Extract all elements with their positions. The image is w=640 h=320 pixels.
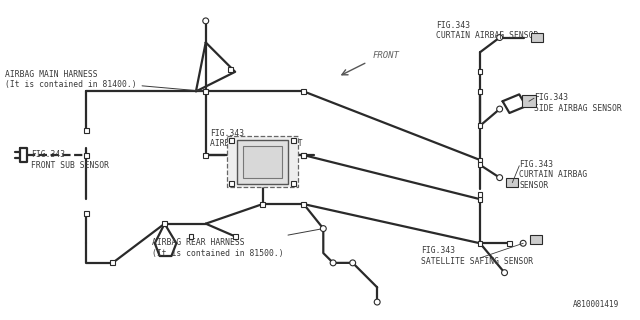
Bar bbox=[531, 33, 543, 42]
Bar bbox=[522, 95, 536, 107]
Bar bbox=[162, 221, 167, 226]
Text: FRONT: FRONT bbox=[372, 51, 399, 60]
Bar bbox=[204, 153, 208, 157]
Bar bbox=[477, 69, 483, 74]
Bar bbox=[243, 146, 282, 178]
Bar bbox=[291, 181, 296, 186]
Bar bbox=[507, 241, 512, 246]
Circle shape bbox=[497, 35, 502, 40]
Circle shape bbox=[321, 226, 326, 231]
Bar bbox=[228, 68, 233, 72]
Text: A810001419: A810001419 bbox=[573, 300, 619, 309]
Bar bbox=[228, 181, 234, 186]
Bar bbox=[189, 234, 193, 239]
Text: AIRBAG REAR HARNESS
(It is contained in 81500.): AIRBAG REAR HARNESS (It is contained in … bbox=[152, 229, 321, 258]
Bar bbox=[477, 197, 483, 202]
Text: FIG.343
AIRBAG CONTROL UNIT: FIG.343 AIRBAG CONTROL UNIT bbox=[210, 129, 302, 148]
Bar bbox=[228, 138, 234, 143]
Circle shape bbox=[349, 260, 356, 266]
Bar bbox=[477, 123, 483, 128]
Bar bbox=[260, 202, 265, 206]
Bar bbox=[110, 260, 115, 265]
Circle shape bbox=[497, 106, 502, 112]
Circle shape bbox=[502, 270, 508, 276]
Bar bbox=[84, 153, 89, 157]
Text: FIG.343
SATELLITE SAFING SENSOR: FIG.343 SATELLITE SAFING SENSOR bbox=[421, 246, 533, 266]
Circle shape bbox=[374, 299, 380, 305]
Text: FIG.343
CURTAIN AIRBAG
SENSOR: FIG.343 CURTAIN AIRBAG SENSOR bbox=[519, 160, 588, 190]
Text: FIG.343
FRONT SUB SENSOR: FIG.343 FRONT SUB SENSOR bbox=[31, 150, 109, 170]
Bar bbox=[237, 140, 288, 183]
Bar bbox=[301, 153, 306, 157]
Circle shape bbox=[520, 240, 526, 246]
Circle shape bbox=[497, 175, 502, 180]
Bar bbox=[477, 157, 483, 163]
Bar bbox=[291, 138, 296, 143]
Bar bbox=[477, 241, 483, 246]
Bar bbox=[506, 178, 518, 187]
Bar bbox=[84, 128, 89, 133]
Bar bbox=[227, 137, 298, 188]
Text: FIG.343
SIDE AIRBAG SENSOR: FIG.343 SIDE AIRBAG SENSOR bbox=[534, 93, 621, 113]
Bar bbox=[84, 212, 89, 216]
Text: FIG.343
CURTAIN AIRBAG SENSOR: FIG.343 CURTAIN AIRBAG SENSOR bbox=[436, 21, 538, 40]
Bar bbox=[301, 202, 306, 206]
Bar bbox=[301, 89, 306, 94]
Bar bbox=[477, 192, 483, 197]
Bar bbox=[301, 153, 306, 157]
Bar bbox=[477, 163, 483, 167]
Circle shape bbox=[330, 260, 336, 266]
Bar bbox=[530, 235, 542, 244]
Bar bbox=[477, 89, 483, 94]
Bar bbox=[233, 234, 237, 239]
Bar bbox=[204, 89, 208, 94]
Text: AIRBAG MAIN HARNESS
(It is contained in 81400.): AIRBAG MAIN HARNESS (It is contained in … bbox=[5, 70, 203, 91]
Circle shape bbox=[203, 18, 209, 24]
